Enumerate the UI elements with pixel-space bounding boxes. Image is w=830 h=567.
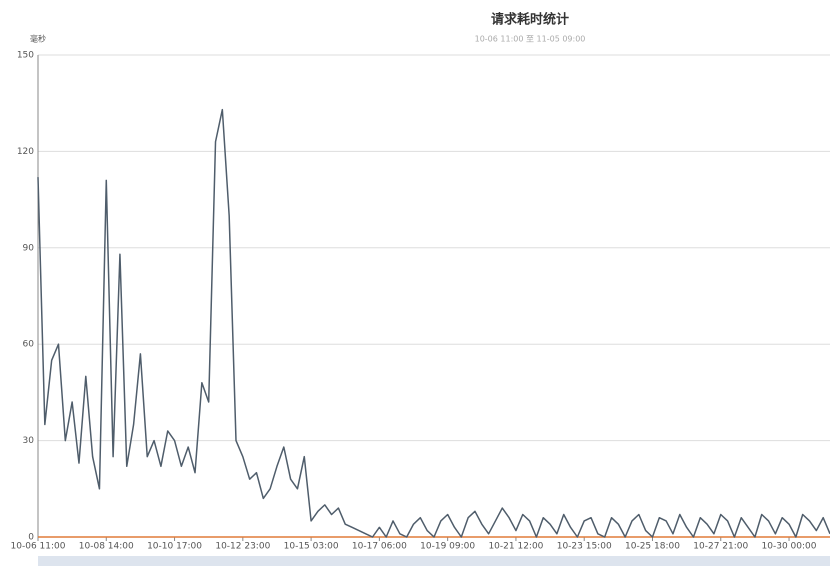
x-tick-label: 10-15 03:00 [284,542,339,552]
x-tick-label: 10-27 21:00 [693,542,748,552]
x-tick-label: 10-19 09:00 [420,542,475,552]
x-tick-label: 10-10 17:00 [147,542,202,552]
chart-title: 请求耗时统计 [491,12,569,28]
zoom-slider[interactable] [38,556,830,566]
series-line [37,108,830,538]
y-tick-label: 0 [28,533,34,543]
x-tick-label: 10-23 15:00 [557,542,612,552]
x-tick-label: 10-17 06:00 [352,542,407,552]
y-tick-label: 30 [23,436,35,446]
y-tick-label: 60 [23,340,35,350]
chart-subtitle: 10-06 11:00 至 11-05 09:00 [475,35,586,44]
y-tick-label: 90 [23,243,35,253]
y-tick-label: 150 [17,51,34,61]
x-tick-label: 10-06 11:00 [11,542,66,552]
x-tick-label: 10-12 23:00 [215,542,270,552]
y-tick-label: 120 [17,147,34,157]
x-tick-label: 10-21 12:00 [488,542,543,552]
y-axis-label: 毫秒 [30,34,46,44]
x-tick-label: 10-08 14:00 [79,542,134,552]
x-tick-label: 10-30 00:00 [762,542,817,552]
x-tick-label: 10-25 18:00 [625,542,680,552]
